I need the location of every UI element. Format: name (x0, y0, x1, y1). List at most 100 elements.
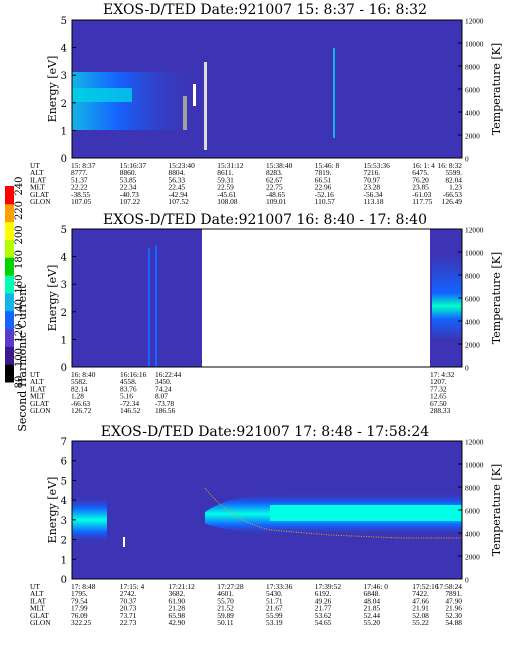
y-tick-label: 5 (61, 225, 67, 236)
y-tick-label: 5 (61, 476, 67, 487)
colorbar-tick-label: 80 (14, 376, 25, 389)
ephemeris-value: -73.78 (155, 399, 174, 408)
ephemeris-value: 67.50 (430, 399, 447, 408)
ephemeris-value: 76.20 (412, 175, 429, 184)
panel-2-stripe-1 (148, 248, 150, 367)
ephemeris-value: 288.33 (430, 406, 451, 415)
panel-1-spike-2 (193, 84, 196, 106)
y-tick-label: 4 (61, 496, 67, 507)
y-tick-label: 3 (61, 516, 67, 527)
y2-tick-label: 8000 (465, 272, 480, 281)
panel-2: EXOS-D/TED Date:921007 16: 8:40 - 17: 8:… (30, 212, 503, 415)
ephemeris-value: 22.96 (315, 183, 332, 192)
ephemeris-value: 59.31 (217, 175, 234, 184)
ephemeris-value: 2742. (120, 589, 137, 598)
ephemeris-value: 56.33 (169, 175, 186, 184)
ephemeris-value: 17:21:12 (169, 582, 196, 591)
colorbar-tick-label: 100 (14, 348, 25, 367)
ephemeris-value: 8611. (217, 168, 234, 177)
ephemeris-value: 21.77 (315, 604, 332, 613)
y-tick-label: 1 (61, 126, 67, 137)
panel-3-title: EXOS-D/TED Date:921007 17: 8:48 - 17:58:… (101, 424, 430, 440)
panel-3-features (72, 487, 462, 547)
colorbar-swatch (5, 186, 14, 205)
y-tick-label: 3 (61, 71, 67, 82)
ephemeris-value: 52.44 (364, 611, 381, 620)
ephemeris-value: 5582. (71, 377, 88, 386)
ephemeris-value: 110.57 (315, 197, 335, 206)
y2-tick-label: 8000 (465, 63, 480, 72)
y2-tick-label: 10000 (465, 249, 484, 258)
colorbar-swatch (5, 292, 14, 312)
ephemeris-value: 126.49 (442, 197, 463, 206)
y2-tick-label: 10000 (465, 40, 484, 49)
ephemeris-value: 8777. (71, 168, 88, 177)
ephemeris-value: 17:15: 4 (120, 582, 145, 591)
ephemeris-value: 50.11 (217, 618, 234, 627)
ephemeris-value: -40.73 (120, 190, 139, 199)
ephemeris-value: 70.97 (364, 175, 381, 184)
ephemeris-value: 15:46: 8 (315, 161, 340, 170)
ephemeris-value: -48.65 (266, 190, 285, 199)
ephemeris-row-label: MLT (30, 604, 45, 613)
ephemeris-value: 1.23 (449, 183, 462, 192)
ephemeris-value: 61.90 (169, 596, 186, 605)
ephemeris-value: 22.45 (169, 183, 186, 192)
colorbar-swatch (5, 328, 14, 347)
ephemeris-value: -38.55 (71, 190, 90, 199)
panel-1-spike-3 (204, 62, 207, 150)
ephemeris-value: 7819. (315, 168, 332, 177)
ephemeris-value: 5599. (445, 168, 462, 177)
ephemeris-value: 54.65 (315, 618, 332, 627)
y2-tick-label: 12000 (465, 17, 484, 26)
y-tick-label: 7 (61, 437, 67, 448)
ephemeris-row-label: ILAT (30, 384, 46, 393)
colorbar-tick-label: 240 (14, 176, 25, 195)
ephemeris-value: 51.37 (71, 175, 88, 184)
panel-3-ion-band-core (270, 505, 462, 521)
ephemeris-value: 79.54 (71, 596, 88, 605)
ephemeris-value: 77.32 (430, 384, 447, 393)
panel-2-y2label: Temperature [K] (490, 252, 503, 344)
y2-tick-label: 4000 (465, 109, 480, 118)
ephemeris-value: 21.28 (169, 604, 186, 613)
panel-3-y2label: Temperature [K] (490, 464, 503, 556)
y2-tick-label: 12000 (465, 226, 484, 235)
ephemeris-value: 1.28 (71, 392, 84, 401)
ephemeris-value: 62.67 (266, 175, 283, 184)
ephemeris-value: 17: 4:32 (430, 370, 455, 379)
ephemeris-row-label: UT (30, 161, 40, 170)
ephemeris-value: 4558. (120, 377, 137, 386)
y-tick-label: 1 (61, 555, 67, 566)
ephemeris-row-label: GLON (30, 618, 51, 627)
panel-2-title: EXOS-D/TED Date:921007 16: 8:40 - 17: 8:… (103, 212, 427, 228)
y2-tick-label: 4000 (465, 530, 480, 539)
ephemeris-row-label: GLON (30, 406, 51, 415)
y2-tick-label: 10000 (465, 461, 484, 470)
ephemeris-value: 4601. (217, 589, 234, 598)
y-tick-label: 0 (61, 154, 67, 165)
ephemeris-value: 55.20 (364, 618, 381, 627)
ephemeris-row-label: GLAT (30, 611, 49, 620)
colorbar-ticks: 80 100 120 140 160 180 200 220 240 (14, 176, 25, 388)
ephemeris-value: 126.72 (71, 406, 92, 415)
ephemeris-value: 107.52 (169, 197, 190, 206)
colorbar-swatch (5, 257, 14, 276)
ephemeris-value: 15: 8:37 (71, 161, 96, 170)
ephemeris-value: 48.04 (364, 596, 381, 605)
colorbar-swatch (5, 364, 14, 383)
panel-3-spike (123, 537, 125, 547)
panel-2-axes: 0 1 2 3 4 5 0 2000 4000 6000 8000 10000 12000 (61, 225, 484, 374)
ephemeris-value: 107.05 (71, 197, 92, 206)
ephemeris-row-label: MLT (30, 183, 45, 192)
y-tick-label: 1 (61, 335, 67, 346)
panel-1-title: EXOS-D/TED Date:921007 15: 8:37 - 16: 8:… (103, 2, 427, 18)
panel-1-y2label: Temperature [K] (490, 43, 503, 135)
ephemeris-value: 17: 8:48 (71, 582, 96, 591)
ephemeris-value: 8860. (120, 168, 137, 177)
ephemeris-value: 17:46: 0 (364, 582, 389, 591)
colorbar-swatch (5, 221, 14, 240)
ephemeris-value: 52.08 (412, 611, 429, 620)
ephemeris-row-label: ALT (30, 377, 44, 386)
